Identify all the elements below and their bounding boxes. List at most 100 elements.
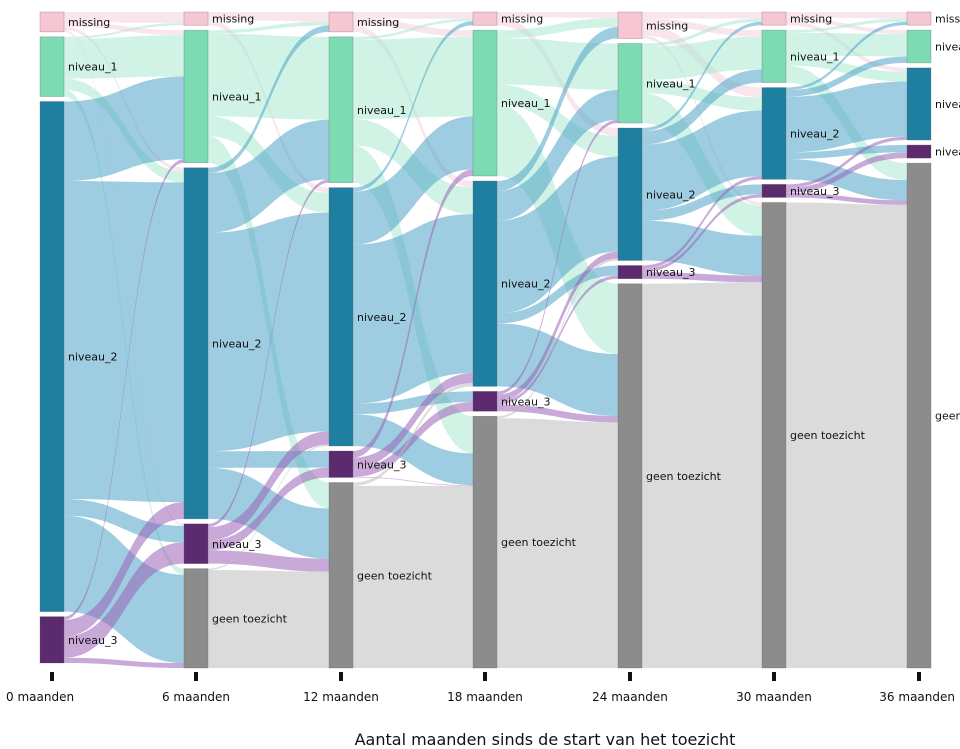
node-geen-toezicht-col-4 [617, 283, 643, 669]
link-niveau-1-to-niveau-1-col-0 [64, 35, 184, 79]
link-missing-to-missing-col-2 [353, 12, 473, 19]
node-label-niveau-2-col-1: niveau_2 [212, 337, 262, 350]
link-niveau-3-to-geen-toezicht-col-4 [642, 272, 762, 283]
x-tick-mark-6 [917, 672, 921, 681]
node-niveau-2-col-3 [472, 180, 498, 387]
node-niveau-1-col-0 [39, 36, 65, 97]
link-missing-to-geen-toezicht-col-4 [642, 35, 762, 206]
node-missing-col-5 [761, 11, 787, 26]
node-niveau-1-col-2 [328, 36, 354, 183]
x-tick-mark-5 [772, 672, 776, 681]
link-niveau-3-to-geen-toezicht-col-0 [64, 657, 184, 668]
link-niveau-2-to-niveau-3-col-1 [208, 451, 329, 468]
link-niveau-2-to-niveau-1-col-5 [786, 56, 907, 97]
link-niveau-2-to-niveau-2-col-3 [497, 156, 618, 314]
link-niveau-1-to-niveau-1-col-2 [353, 36, 473, 120]
link-niveau-3-to-niveau-2-col-3 [497, 251, 618, 402]
x-tick-mark-0 [50, 672, 54, 681]
sankey-node-labels: missing niveau_1 niveau_2 niveau_3 missing ni… [68, 13, 960, 647]
node-niveau-2-col-1 [183, 167, 209, 520]
link-niveau-3-to-niveau-3-col-5 [786, 152, 907, 193]
link-niveau-1-to-niveau-2-col-4 [642, 79, 762, 111]
link-niveau-1-to-missing-col-1 [208, 21, 329, 34]
node-label-missing-col-2: missing [357, 16, 399, 29]
link-niveau-3-to-niveau-3-col-0 [64, 542, 184, 658]
link-geen-toezicht-to-geen-toezicht-col-2 [353, 485, 473, 668]
link-niveau-3-to-geen-toezicht-col-2 [353, 476, 473, 486]
node-missing-col-1 [183, 11, 209, 26]
link-niveau-2-to-geen-toezicht-col-3 [497, 323, 618, 416]
link-niveau-3-to-niveau-1-col-0 [64, 159, 184, 620]
link-niveau-3-to-niveau-2-col-4 [642, 176, 762, 269]
link-niveau-3-to-niveau-2-col-2 [353, 373, 473, 468]
x-tick-mark-2 [339, 672, 343, 681]
link-niveau-2-to-niveau-2-col-5 [786, 81, 907, 153]
node-label-niveau-2-col-6: niveau_2 [935, 98, 960, 111]
link-niveau-2-to-niveau-3-col-4 [642, 184, 762, 221]
node-niveau-3-col-6 [906, 144, 932, 159]
link-niveau-2-to-niveau-2-col-2 [353, 214, 473, 404]
node-label-niveau-3-col-4: niveau_3 [646, 266, 696, 279]
link-niveau-2-to-niveau-3-col-0 [64, 499, 184, 543]
link-niveau-2-to-missing-col-2 [353, 21, 473, 192]
node-label-geen-toezicht-col-2: geen toezicht [357, 569, 433, 582]
node-label-niveau-3-col-2: niveau_3 [357, 458, 407, 471]
node-niveau-1-col-1 [183, 29, 209, 164]
node-missing-col-0 [39, 11, 65, 33]
link-niveau-2-to-niveau-1-col-0 [64, 76, 184, 181]
link-niveau-1-to-niveau-1-col-3 [497, 38, 618, 90]
link-niveau-2-to-niveau-1-col-2 [353, 116, 473, 245]
link-missing-to-missing-col-0 [64, 12, 184, 24]
link-missing-to-niveau-1-col-4 [642, 18, 762, 37]
node-label-geen-toezicht-col-1: geen toezicht [212, 612, 288, 625]
link-niveau-3-to-niveau-2-col-0 [64, 502, 184, 637]
link-niveau-3-to-geen-toezicht-col-3 [497, 404, 618, 423]
link-niveau-2-to-niveau-1-col-1 [208, 119, 329, 233]
link-niveau-2-to-niveau-1-col-4 [642, 69, 762, 145]
node-label-niveau-2-col-5: niveau_2 [790, 127, 840, 140]
x-tick-label-4: 24 maanden [592, 690, 668, 704]
node-niveau-1-col-3 [472, 29, 498, 177]
link-niveau-1-to-missing-col-3 [497, 18, 618, 39]
link-niveau-3-to-niveau-3-col-4 [642, 194, 762, 273]
node-label-geen-toezicht-col-3: geen toezicht [501, 536, 577, 549]
link-niveau-3-to-niveau-1-col-3 [497, 119, 618, 395]
node-niveau-1-col-6 [906, 29, 932, 64]
node-geen-toezicht-col-3 [472, 415, 498, 669]
link-niveau-2-to-niveau-1-col-3 [497, 89, 618, 221]
node-label-niveau-3-col-1: niveau_3 [212, 538, 262, 551]
link-niveau-2-to-missing-col-4 [642, 21, 762, 132]
link-geen-toezicht-to-niveau-2-col-2 [353, 383, 473, 486]
node-geen-toezicht-col-1 [183, 568, 209, 669]
node-label-niveau-2-col-2: niveau_2 [357, 311, 407, 324]
x-tick-label-0: 0 maanden [6, 690, 74, 704]
sankey-nodes [39, 11, 932, 669]
x-tick-mark-4 [628, 672, 632, 681]
link-niveau-3-to-niveau-3-col-3 [497, 275, 618, 405]
link-missing-to-missing-col-1 [208, 12, 329, 22]
link-niveau-2-to-niveau-2-col-4 [642, 110, 762, 211]
x-axis: 0 maanden 6 maanden 12 maanden 18 maanden 24… [6, 672, 955, 704]
link-niveau-2-to-niveau-3-col-2 [353, 391, 473, 415]
node-geen-toezicht-col-2 [328, 482, 354, 669]
link-niveau-1-to-niveau-2-col-3 [497, 84, 618, 157]
link-niveau-3-to-niveau-2-col-5 [786, 136, 907, 188]
node-niveau-3-col-4 [617, 265, 643, 280]
link-niveau-2-to-niveau-2-col-1 [208, 212, 329, 452]
node-label-missing-col-5: missing [790, 13, 832, 26]
node-label-niveau-3-col-3: niveau_3 [501, 395, 551, 408]
link-niveau-1-to-missing-col-2 [353, 18, 473, 40]
node-niveau-1-col-5 [761, 29, 787, 83]
node-geen-toezicht-col-5 [761, 202, 787, 669]
x-tick-mark-3 [483, 672, 487, 681]
link-niveau-2-to-niveau-2-col-0 [64, 181, 184, 503]
node-label-missing-col-1: missing [212, 13, 254, 26]
link-niveau-3-to-niveau-2-col-1 [208, 431, 329, 541]
node-label-niveau-1-col-1: niveau_1 [212, 91, 262, 104]
x-axis-title: Aantal maanden sinds de start van het to… [355, 730, 736, 749]
sankey-links [64, 12, 907, 668]
node-label-niveau-2-col-4: niveau_2 [646, 188, 696, 201]
link-niveau-1-to-niveau-1-col-4 [642, 36, 762, 80]
node-label-niveau-1-col-2: niveau_1 [357, 104, 407, 117]
